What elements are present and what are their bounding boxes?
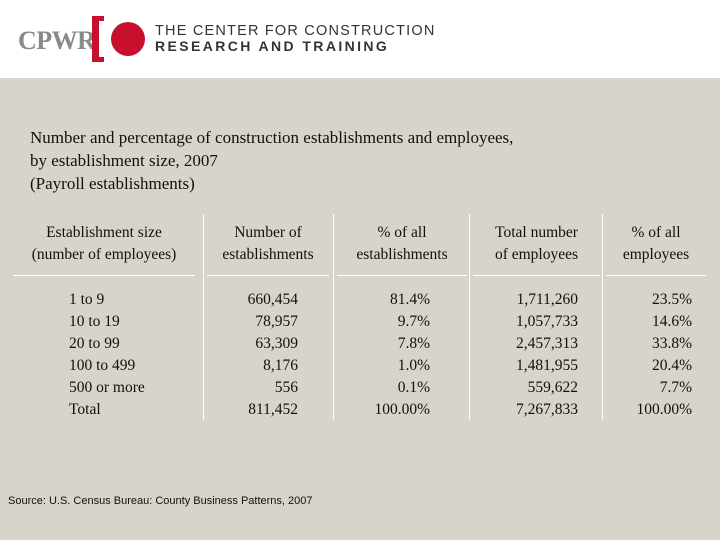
column-divider bbox=[469, 214, 470, 420]
table-cell: 8,176 bbox=[263, 357, 298, 374]
table-cell: 556 bbox=[274, 379, 298, 396]
column-total-employees: Total number of employees 1,711,260 1,05… bbox=[473, 222, 600, 418]
header-rule bbox=[606, 275, 706, 276]
table-cell: 100.00% bbox=[374, 401, 430, 418]
brand-line-2: RESEARCH AND TRAINING bbox=[155, 38, 390, 54]
table-cell: 100.00% bbox=[636, 401, 692, 418]
header-line: Total number bbox=[495, 224, 578, 241]
title-line-1: Number and percentage of construction es… bbox=[30, 128, 514, 147]
column-divider bbox=[203, 214, 204, 420]
title-line-2: by establishment size, 2007 bbox=[30, 151, 218, 170]
table-cell: 1,057,733 bbox=[516, 313, 578, 330]
column-establishment-size: Establishment size (number of employees)… bbox=[13, 222, 195, 418]
brand-line-1: THE CENTER FOR CONSTRUCTION bbox=[155, 23, 436, 39]
table-cell: Total bbox=[69, 401, 101, 418]
table-cell: 7.8% bbox=[397, 335, 430, 352]
table-cell: 500 or more bbox=[69, 379, 145, 396]
column-header: % of all employees bbox=[606, 222, 706, 270]
title-line-3: (Payroll establishments) bbox=[30, 174, 195, 193]
source-note: Source: U.S. Census Bureau: County Busin… bbox=[8, 495, 313, 507]
column-header: Establishment size (number of employees) bbox=[13, 222, 195, 270]
table-cell: 9.7% bbox=[397, 313, 430, 330]
table-cell: 1,711,260 bbox=[516, 291, 578, 308]
column-number-of-establishments: Number of establishments 660,454 78,957 … bbox=[207, 222, 329, 418]
table-cell: 23.5% bbox=[651, 291, 692, 308]
table-cell: 10 to 19 bbox=[69, 313, 120, 330]
table-cell: 14.6% bbox=[651, 313, 692, 330]
header-line: (number of employees) bbox=[31, 246, 177, 263]
header-line: % of all bbox=[631, 224, 681, 241]
header-line: employees bbox=[622, 246, 690, 263]
table-cell: 2,457,313 bbox=[516, 335, 578, 352]
column-divider bbox=[602, 214, 603, 420]
table-cell: 33.8% bbox=[651, 335, 692, 352]
cpwr-logo-icon bbox=[92, 16, 145, 62]
column-body: 660,454 78,957 63,309 8,176 556 811,452 bbox=[248, 289, 298, 421]
table-cell: 100 to 499 bbox=[69, 357, 136, 374]
table-cell: 559,622 bbox=[527, 379, 578, 396]
column-header: % of all establishments bbox=[337, 222, 467, 270]
header-line: establishments bbox=[222, 246, 314, 263]
column-body: 1 to 9 10 to 19 20 to 99 100 to 499 500 … bbox=[69, 289, 145, 421]
header-rule bbox=[337, 275, 467, 276]
table-cell: 81.4% bbox=[389, 291, 430, 308]
header-rule bbox=[207, 275, 329, 276]
table-cell: 1,481,955 bbox=[516, 357, 578, 374]
column-body: 81.4% 9.7% 7.8% 1.0% 0.1% 100.00% bbox=[374, 289, 430, 421]
table-cell: 1.0% bbox=[397, 357, 430, 374]
header-line: Number of bbox=[234, 224, 302, 241]
table-cell: 811,452 bbox=[248, 401, 298, 418]
table-cell: 1 to 9 bbox=[69, 291, 105, 308]
header-banner: CPWR THE CENTER FOR CONSTRUCTION RESEARC… bbox=[0, 0, 720, 78]
column-header: Number of establishments bbox=[207, 222, 329, 270]
table-cell: 20.4% bbox=[651, 357, 692, 374]
column-divider bbox=[333, 214, 334, 420]
table-cell: 7.7% bbox=[659, 379, 692, 396]
table-cell: 20 to 99 bbox=[69, 335, 120, 352]
column-percent-employees: % of all employees 23.5% 14.6% 33.8% 20.… bbox=[606, 222, 706, 418]
column-header: Total number of employees bbox=[473, 222, 600, 270]
table-cell: 78,957 bbox=[255, 313, 298, 330]
header-line: of employees bbox=[494, 246, 579, 263]
table-title: Number and percentage of construction es… bbox=[30, 126, 513, 195]
header-rule bbox=[13, 275, 195, 276]
table-cell: 63,309 bbox=[255, 335, 298, 352]
header-rule bbox=[473, 275, 600, 276]
brand-cpwr-text: CPWR bbox=[18, 26, 96, 55]
table-cell: 0.1% bbox=[397, 379, 430, 396]
header-line: % of all bbox=[377, 224, 427, 241]
column-body: 1,711,260 1,057,733 2,457,313 1,481,955 … bbox=[516, 289, 578, 421]
table-cell: 660,454 bbox=[247, 291, 298, 308]
column-body: 23.5% 14.6% 33.8% 20.4% 7.7% 100.00% bbox=[636, 289, 692, 421]
header-line: establishments bbox=[356, 246, 448, 263]
slide-content: Number and percentage of construction es… bbox=[0, 78, 720, 540]
column-percent-establishments: % of all establishments 81.4% 9.7% 7.8% … bbox=[337, 222, 467, 418]
header-line: Establishment size bbox=[46, 224, 162, 241]
table-cell: 7,267,833 bbox=[516, 401, 578, 418]
